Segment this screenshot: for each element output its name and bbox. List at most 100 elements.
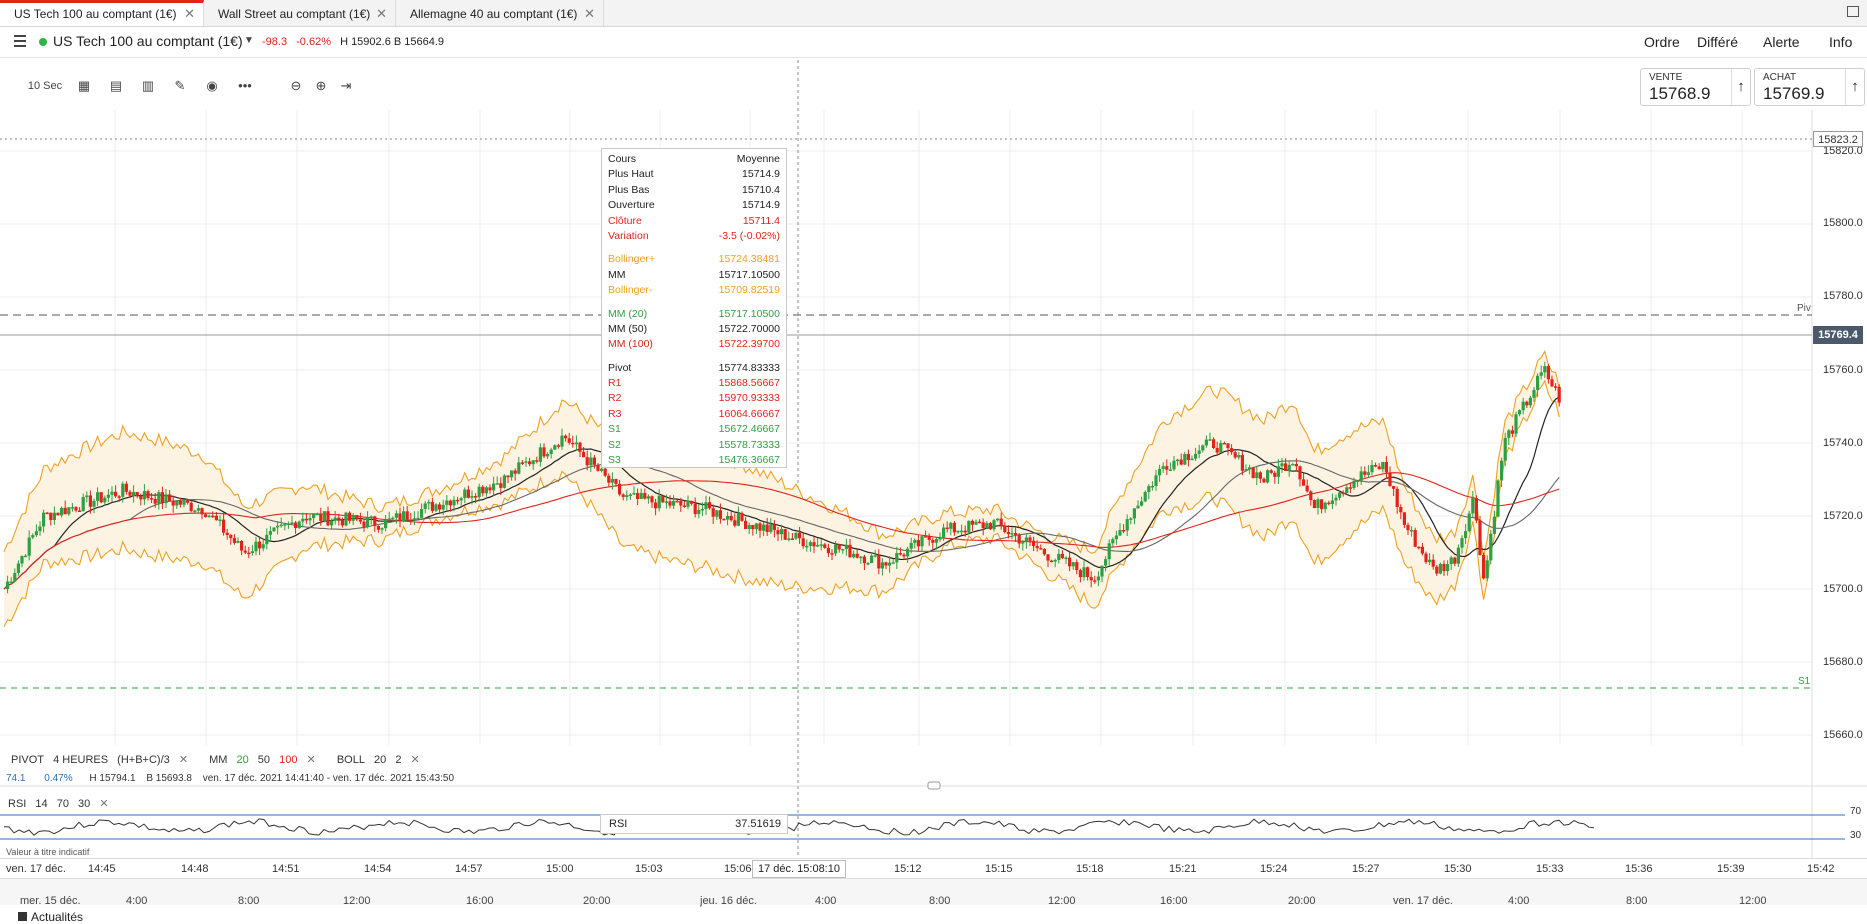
- tab-wall-street[interactable]: Wall Street au comptant (1€) ✕: [204, 0, 396, 26]
- candle-body: [1226, 443, 1230, 449]
- y-tick: 15760.0: [1823, 364, 1863, 376]
- rsi-name[interactable]: RSI: [8, 798, 27, 810]
- candle-body: [718, 510, 722, 519]
- candle-body: [546, 453, 550, 457]
- eye-icon[interactable]: ◉: [206, 78, 218, 93]
- news-panel-label[interactable]: Actualités: [18, 910, 83, 924]
- candle-body: [1219, 442, 1223, 453]
- candle-body: [283, 524, 287, 526]
- mm-indicator[interactable]: MM: [209, 754, 228, 766]
- close-icon[interactable]: ✕: [306, 754, 316, 766]
- candle-body: [369, 516, 373, 518]
- zoom-in-icon[interactable]: ⊕: [315, 78, 327, 93]
- close-icon[interactable]: ✕: [178, 754, 189, 766]
- candle-body: [1111, 539, 1115, 544]
- candle-body: [564, 435, 568, 439]
- candle-body: [704, 502, 708, 509]
- close-icon[interactable]: ✕: [584, 6, 595, 21]
- time-navigator[interactable]: mer. 15 déc. 4:00 8:00 12:00 16:00 20:00 jeu. …: [0, 878, 1867, 907]
- candle-body: [1129, 518, 1133, 520]
- tab-allemagne-40[interactable]: Allemagne 40 au comptant (1€) ✕: [396, 0, 604, 26]
- restore-window-icon[interactable]: [1847, 6, 1859, 17]
- candle-body: [1374, 465, 1378, 467]
- candle-body: [214, 515, 218, 521]
- menu-icon[interactable]: [14, 35, 26, 50]
- zoom-out-icon[interactable]: ⊖: [290, 78, 302, 93]
- candle-body: [1554, 386, 1558, 388]
- deferred-button[interactable]: Différé: [1697, 34, 1738, 50]
- candle-body: [632, 493, 636, 495]
- candle-body: [729, 515, 733, 521]
- candle-body: [1154, 475, 1158, 486]
- candle-body: [1330, 500, 1334, 505]
- candle-body: [373, 516, 377, 526]
- candle-body: [1208, 439, 1212, 441]
- candle-body: [927, 536, 931, 540]
- candle-body: [430, 501, 434, 511]
- candle-body: [1424, 553, 1428, 563]
- buy-box[interactable]: ACHAT 15769.9 ↑: [1754, 68, 1865, 106]
- close-icon[interactable]: ✕: [410, 754, 420, 766]
- scroll-to-end-icon[interactable]: ⇥: [340, 78, 352, 93]
- navigator-tick: 4:00: [815, 895, 837, 907]
- candle-body: [567, 438, 571, 443]
- indicators-icon[interactable]: ▥: [141, 78, 155, 93]
- candle-body: [38, 526, 42, 532]
- candle-body: [841, 548, 845, 551]
- candle-body: [164, 494, 168, 504]
- candle-body: [769, 524, 773, 533]
- arrow-up-icon[interactable]: ↑: [1731, 69, 1750, 105]
- candle-body: [1212, 439, 1216, 449]
- tooltip-value: 15709.82519: [718, 284, 780, 297]
- time-tick: 15:03: [635, 863, 663, 875]
- candle-body: [693, 503, 697, 515]
- order-button[interactable]: Ordre: [1644, 34, 1680, 50]
- candle-body: [96, 492, 100, 501]
- candle-body: [1294, 463, 1298, 467]
- candle-body: [1543, 366, 1547, 373]
- time-tick: 14:54: [364, 863, 392, 875]
- navigator-tick: mer. 15 déc.: [20, 895, 81, 907]
- candle-body: [592, 457, 596, 465]
- tooltip-key: S1: [608, 423, 621, 436]
- candle-body: [996, 518, 1000, 521]
- tooltip-row: Pivot 15774.83333: [608, 361, 780, 376]
- draw-icon[interactable]: ✎: [174, 78, 186, 93]
- close-icon[interactable]: ✕: [184, 6, 195, 21]
- close-icon[interactable]: ✕: [376, 6, 387, 21]
- candle-body: [1370, 465, 1374, 473]
- instrument-name[interactable]: US Tech 100 au comptant (1€): [53, 33, 243, 49]
- layout-icon[interactable]: ▤: [109, 78, 123, 93]
- pivot-indicator[interactable]: PIVOT: [11, 754, 45, 766]
- close-icon[interactable]: ✕: [99, 798, 109, 810]
- candle-body: [254, 541, 258, 552]
- interval-selector[interactable]: 10 Sec: [27, 80, 63, 92]
- range-low: B 15693.8: [146, 773, 192, 784]
- candle-body: [88, 495, 92, 507]
- candle-body: [351, 515, 355, 521]
- candle-body: [1381, 461, 1385, 470]
- more-icon[interactable]: •••: [238, 78, 252, 93]
- candle-body: [610, 478, 614, 483]
- candle-body: [70, 507, 74, 509]
- alert-button[interactable]: Alerte: [1763, 34, 1800, 50]
- tab-us-tech-100[interactable]: US Tech 100 au comptant (1€) ✕: [0, 0, 204, 26]
- candle-body: [1053, 560, 1057, 562]
- candle-body: [859, 556, 863, 559]
- tooltip-row: MM (100) 15722.39700: [608, 337, 780, 352]
- candle-body: [492, 483, 496, 491]
- chart-type-icon[interactable]: ▦: [77, 78, 91, 93]
- candle-body: [960, 530, 964, 533]
- tooltip-row: Ouverture 15714.9: [608, 198, 780, 213]
- candle-body: [1453, 557, 1457, 564]
- arrow-up-icon[interactable]: ↑: [1845, 69, 1864, 105]
- tab-bar: US Tech 100 au comptant (1€) ✕ Wall Stre…: [0, 0, 1867, 27]
- current-price-tag: 15769.4: [1813, 326, 1863, 344]
- info-button[interactable]: Info: [1829, 34, 1853, 50]
- candle-body: [110, 491, 114, 495]
- sell-box[interactable]: VENTE 15768.9 ↑: [1640, 68, 1751, 106]
- tooltip-value: 15717.10500: [718, 307, 780, 320]
- candle-body: [1316, 499, 1320, 508]
- chevron-down-icon[interactable]: ▼: [244, 35, 254, 46]
- boll-indicator[interactable]: BOLL: [336, 754, 365, 766]
